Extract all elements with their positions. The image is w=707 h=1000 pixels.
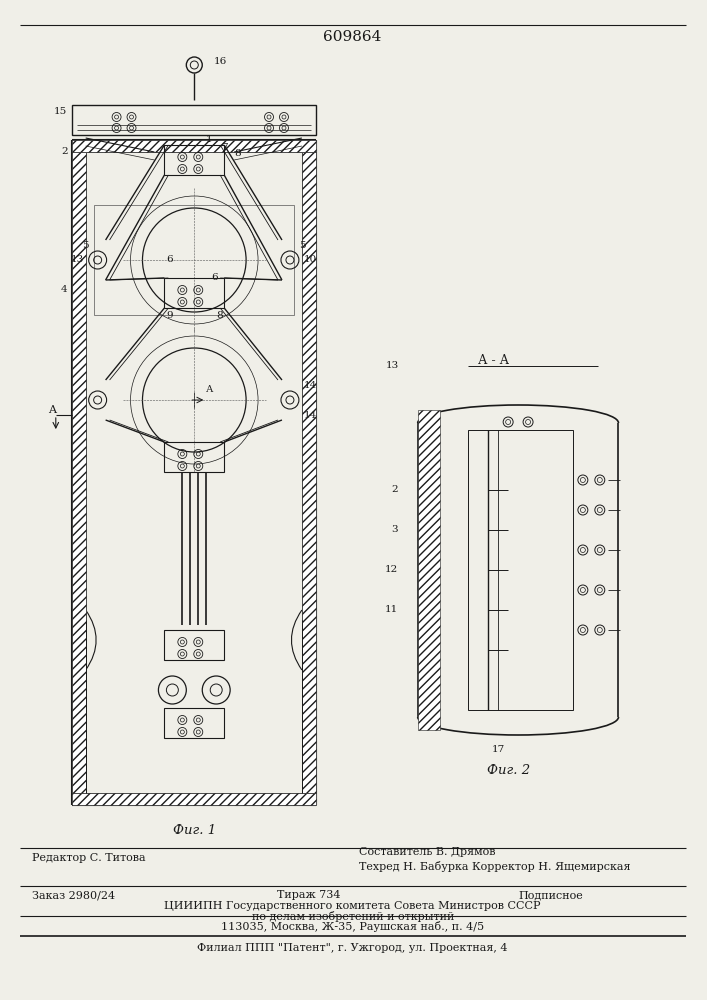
Bar [418,410,440,730]
Bar [165,145,224,175]
Text: 11: 11 [385,605,397,614]
Text: 609864: 609864 [322,30,381,44]
Text: 14: 14 [304,410,317,420]
Text: ЦИИИПН Государственного комитета Совета Министров СССР: ЦИИИПН Государственного комитета Совета … [165,901,541,911]
Text: 16: 16 [214,57,228,66]
Bar [71,105,316,135]
Bar [468,430,573,710]
Text: 9: 9 [166,312,173,320]
Text: по делам изобретений и открытий: по делам изобретений и открытий [252,910,454,922]
Text: Фиг. 1: Фиг. 1 [173,824,216,836]
Text: 113035, Москва, Ж-35, Раушская наб., п. 4/5: 113035, Москва, Ж-35, Раушская наб., п. … [221,920,484,932]
Text: 10: 10 [304,255,317,264]
Text: А: А [206,385,213,394]
Text: 1: 1 [206,135,213,144]
Bar [165,708,224,738]
Text: 12: 12 [385,566,397,574]
Bar [71,140,86,805]
Text: Фиг. 2: Фиг. 2 [486,764,530,776]
Text: 13: 13 [385,360,399,369]
Bar [302,140,316,805]
Bar [165,630,224,660]
Text: 6: 6 [211,273,218,282]
Text: 8: 8 [216,312,223,320]
Text: 3: 3 [391,526,397,534]
Text: 5: 5 [83,240,89,249]
Text: 15: 15 [54,107,66,116]
Text: Филиал ППП "Патент", г. Ужгород, ул. Проектная, 4: Филиал ППП "Патент", г. Ужгород, ул. Про… [197,943,508,953]
Text: 8: 8 [234,149,240,158]
Text: 6: 6 [166,255,173,264]
Text: А - А: А - А [478,354,509,366]
Text: 5: 5 [298,240,305,249]
Text: Редактор С. Титова: Редактор С. Титова [32,853,146,863]
Text: 2: 2 [61,147,68,156]
Text: 13: 13 [71,255,83,264]
Text: 4: 4 [61,286,68,294]
Text: Тираж 734: Тираж 734 [277,890,341,900]
Text: Составитель В. Дрямов: Составитель В. Дрямов [358,847,495,857]
Bar [71,793,316,805]
Text: Заказ 2980/24: Заказ 2980/24 [32,890,115,900]
Bar [165,278,224,308]
Bar [93,205,294,315]
Text: Подписное: Подписное [518,890,583,900]
Bar [165,442,224,472]
Bar [71,140,316,152]
Text: 7: 7 [221,143,228,152]
Text: A: A [48,405,56,415]
Text: 14: 14 [304,380,317,389]
Text: Техред Н. Бабурка Корректор Н. Ящемирская: Техред Н. Бабурка Корректор Н. Ящемирска… [358,860,630,871]
Text: 2: 2 [391,486,397,494]
Text: 17: 17 [491,746,505,754]
